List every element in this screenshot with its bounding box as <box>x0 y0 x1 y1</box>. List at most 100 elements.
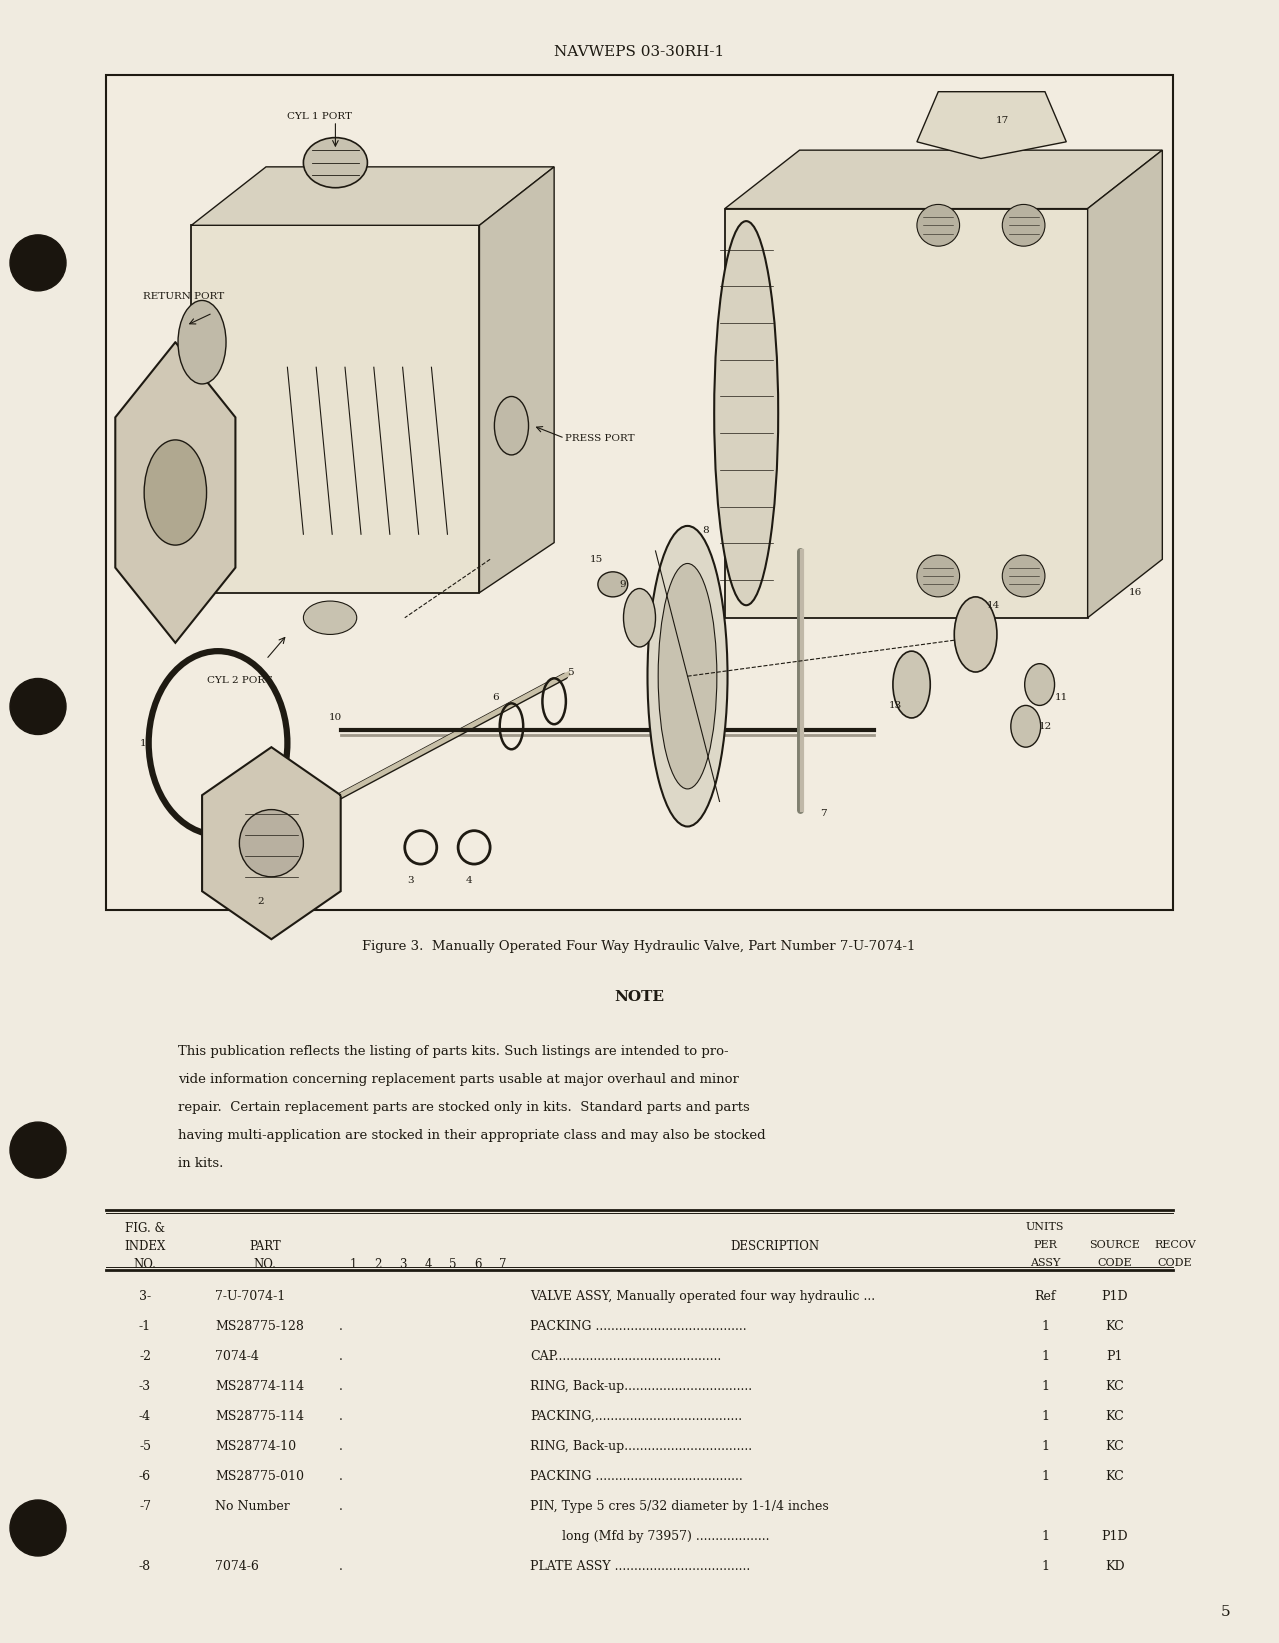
Text: PLATE ASSY ...................................: PLATE ASSY .............................… <box>530 1559 751 1572</box>
Ellipse shape <box>597 572 628 596</box>
Text: PER: PER <box>1033 1240 1056 1250</box>
Ellipse shape <box>1003 204 1045 246</box>
Text: 1: 1 <box>1041 1530 1049 1543</box>
Polygon shape <box>725 150 1163 209</box>
Text: 1: 1 <box>349 1259 357 1272</box>
Text: PIN, Type 5 cres 5/32 diameter by 1-1/4 inches: PIN, Type 5 cres 5/32 diameter by 1-1/4 … <box>530 1500 829 1513</box>
Text: Ref: Ref <box>1035 1290 1055 1303</box>
Text: 7: 7 <box>499 1259 506 1272</box>
Text: KD: KD <box>1105 1559 1124 1572</box>
Ellipse shape <box>659 564 716 789</box>
Text: .: . <box>339 1410 343 1423</box>
Text: .: . <box>339 1439 343 1452</box>
Text: P1: P1 <box>1106 1351 1123 1364</box>
Text: INDEX: INDEX <box>124 1240 166 1254</box>
Text: 1: 1 <box>1041 1559 1049 1572</box>
Text: 7074-6: 7074-6 <box>215 1559 258 1572</box>
Text: FIG. &: FIG. & <box>125 1222 165 1236</box>
Text: 8: 8 <box>702 526 709 534</box>
Ellipse shape <box>1010 705 1041 748</box>
Text: MS28775-128: MS28775-128 <box>215 1319 304 1332</box>
Text: VALVE ASSY, Manually operated four way hydraulic ...: VALVE ASSY, Manually operated four way h… <box>530 1290 875 1303</box>
Polygon shape <box>1087 150 1163 618</box>
Ellipse shape <box>145 440 207 545</box>
Text: KC: KC <box>1105 1410 1124 1423</box>
Text: 4: 4 <box>466 876 472 886</box>
Text: .: . <box>339 1380 343 1393</box>
Text: 14: 14 <box>987 601 1000 610</box>
Text: 10: 10 <box>329 713 341 723</box>
Text: Figure 3.  Manually Operated Four Way Hydraulic Valve, Part Number 7-U-7074-1: Figure 3. Manually Operated Four Way Hyd… <box>362 940 916 953</box>
Text: CODE: CODE <box>1097 1259 1132 1268</box>
Text: repair.  Certain replacement parts are stocked only in kits.  Standard parts and: repair. Certain replacement parts are st… <box>178 1101 749 1114</box>
Ellipse shape <box>893 651 930 718</box>
Text: 11: 11 <box>1054 693 1068 702</box>
Text: 7: 7 <box>820 810 826 818</box>
Text: KC: KC <box>1105 1319 1124 1332</box>
Text: 1: 1 <box>1041 1410 1049 1423</box>
Text: -8: -8 <box>139 1559 151 1572</box>
Text: .: . <box>339 1470 343 1484</box>
Text: MS28775-114: MS28775-114 <box>215 1410 304 1423</box>
Ellipse shape <box>303 138 367 187</box>
Text: 7-U-7074-1: 7-U-7074-1 <box>215 1290 285 1303</box>
Text: 6: 6 <box>492 693 499 702</box>
Polygon shape <box>192 168 554 225</box>
Text: -1: -1 <box>139 1319 151 1332</box>
Text: 1: 1 <box>139 738 147 748</box>
Text: 1: 1 <box>1041 1380 1049 1393</box>
Ellipse shape <box>303 601 357 634</box>
Text: 1: 1 <box>1041 1319 1049 1332</box>
Ellipse shape <box>239 810 303 877</box>
Text: RETURN PORT: RETURN PORT <box>143 292 225 301</box>
Circle shape <box>10 1500 67 1556</box>
Text: .: . <box>339 1351 343 1364</box>
Circle shape <box>10 679 67 734</box>
Polygon shape <box>115 342 235 642</box>
Text: NO.: NO. <box>253 1259 276 1272</box>
Text: .: . <box>339 1500 343 1513</box>
Text: 2: 2 <box>375 1259 381 1272</box>
Text: -3: -3 <box>139 1380 151 1393</box>
Text: .: . <box>339 1559 343 1572</box>
Ellipse shape <box>1003 555 1045 596</box>
Text: UNITS: UNITS <box>1026 1222 1064 1232</box>
Text: P1D: P1D <box>1101 1290 1128 1303</box>
Ellipse shape <box>917 555 959 596</box>
Text: DESCRIPTION: DESCRIPTION <box>730 1240 820 1254</box>
Text: CYL 2 PORT: CYL 2 PORT <box>207 677 272 685</box>
Polygon shape <box>725 209 1087 618</box>
Text: 7074-4: 7074-4 <box>215 1351 258 1364</box>
Text: CYL 1 PORT: CYL 1 PORT <box>286 112 352 122</box>
Text: RING, Back-up.................................: RING, Back-up...........................… <box>530 1439 752 1452</box>
Ellipse shape <box>495 396 528 455</box>
Text: -7: -7 <box>139 1500 151 1513</box>
Text: 16: 16 <box>1129 588 1142 596</box>
Text: having multi-application are stocked in their appropriate class and may also be : having multi-application are stocked in … <box>178 1129 766 1142</box>
Text: MS28774-114: MS28774-114 <box>215 1380 304 1393</box>
Text: 17: 17 <box>995 117 1009 125</box>
Text: MS28775-010: MS28775-010 <box>215 1470 304 1484</box>
Text: NO.: NO. <box>133 1259 156 1272</box>
Text: vide information concerning replacement parts usable at major overhaul and minor: vide information concerning replacement … <box>178 1073 739 1086</box>
Polygon shape <box>192 225 480 593</box>
Text: 5: 5 <box>449 1259 457 1272</box>
Text: CAP...........................................: CAP.....................................… <box>530 1351 721 1364</box>
Polygon shape <box>202 748 340 940</box>
Text: No Number: No Number <box>215 1500 290 1513</box>
Text: 3: 3 <box>399 1259 407 1272</box>
Text: in kits.: in kits. <box>178 1157 224 1170</box>
Text: 12: 12 <box>1039 721 1051 731</box>
Text: 1: 1 <box>1041 1351 1049 1364</box>
Text: -5: -5 <box>139 1439 151 1452</box>
Text: .: . <box>339 1319 343 1332</box>
Text: 6: 6 <box>475 1259 482 1272</box>
Ellipse shape <box>714 222 778 605</box>
Text: NOTE: NOTE <box>614 991 664 1004</box>
Text: 1: 1 <box>1041 1439 1049 1452</box>
Ellipse shape <box>647 526 728 826</box>
Text: 1: 1 <box>1041 1470 1049 1484</box>
Text: 3-: 3- <box>139 1290 151 1303</box>
Text: KC: KC <box>1105 1439 1124 1452</box>
Ellipse shape <box>1024 664 1055 705</box>
